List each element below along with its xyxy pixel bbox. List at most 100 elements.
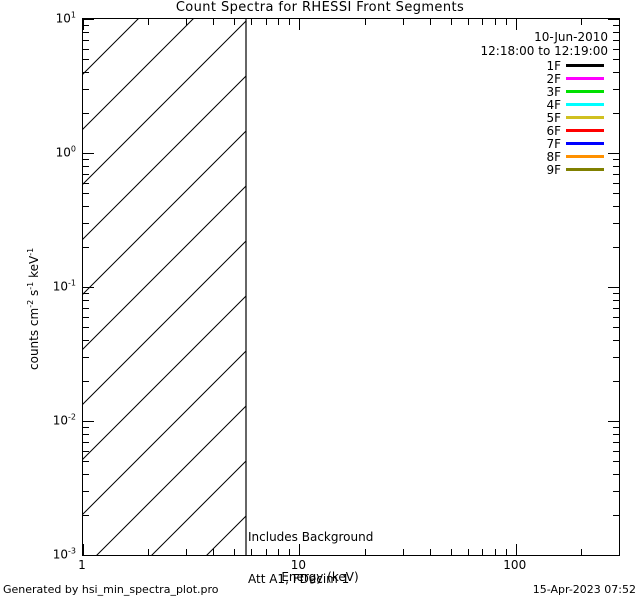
legend-color-swatch	[566, 77, 604, 80]
axis-tick	[83, 59, 89, 60]
axis-tick	[83, 89, 89, 90]
legend-item-label: 8F	[546, 149, 561, 164]
axis-tick	[83, 32, 89, 33]
axis-tick	[83, 461, 89, 462]
axis-tick	[83, 183, 89, 184]
axis-tick	[430, 549, 431, 555]
axis-tick	[608, 287, 619, 288]
axis-tick	[613, 72, 619, 73]
axis-tick	[83, 113, 89, 114]
axis-tick	[83, 474, 89, 475]
axis-tick	[613, 340, 619, 341]
axis-tick	[613, 442, 619, 443]
y-tick-label: 10-2	[52, 412, 76, 428]
hatched-region	[83, 19, 247, 555]
legend-color-swatch	[566, 116, 604, 119]
axis-tick	[613, 223, 619, 224]
axis-tick	[83, 515, 89, 516]
axis-tick	[613, 293, 619, 294]
axis-tick	[613, 183, 619, 184]
axis-tick	[251, 19, 252, 25]
axis-tick	[289, 549, 290, 555]
axis-tick	[613, 461, 619, 462]
legend-item-1f: 1F	[400, 58, 612, 73]
axis-tick	[365, 549, 366, 555]
y-tick-label: 100	[55, 144, 76, 160]
axis-tick	[148, 549, 149, 555]
axis-tick	[83, 193, 89, 194]
axis-tick	[266, 549, 267, 555]
axis-tick	[83, 19, 94, 20]
axis-tick	[506, 19, 507, 25]
axis-tick	[83, 434, 89, 435]
axis-tick	[581, 549, 582, 555]
axis-tick	[83, 287, 94, 288]
y-axis-title: counts cm-2 s-1 keV-1	[26, 247, 41, 370]
legend-color-swatch	[566, 103, 604, 106]
axis-tick	[451, 549, 452, 555]
annotation-line-background: Includes Background	[248, 530, 374, 544]
legend-item-label: 1F	[546, 58, 561, 73]
axis-tick	[506, 549, 507, 555]
axis-tick	[83, 25, 89, 26]
axis-tick	[299, 19, 300, 30]
axis-tick	[613, 49, 619, 50]
axis-tick	[289, 19, 290, 25]
legend-item-label: 7F	[546, 136, 561, 151]
legend-item-7f: 7F	[400, 136, 612, 151]
axis-tick	[83, 40, 89, 41]
axis-tick	[148, 19, 149, 25]
axis-tick	[234, 549, 235, 555]
axis-tick	[83, 491, 89, 492]
axis-tick	[613, 40, 619, 41]
legend-color-swatch	[566, 142, 604, 145]
axis-tick	[83, 327, 89, 328]
axis-tick	[83, 206, 89, 207]
axis-tick	[186, 549, 187, 555]
axis-tick	[83, 153, 94, 154]
axis-tick	[613, 174, 619, 175]
axis-tick	[608, 153, 619, 154]
legend-color-swatch	[566, 64, 604, 67]
axis-tick	[613, 193, 619, 194]
x-tick-label: 1	[78, 558, 86, 572]
axis-tick	[83, 19, 84, 30]
legend-time-range: 12:18:00 to 12:19:00	[480, 44, 608, 58]
axis-tick	[613, 491, 619, 492]
axis-tick	[482, 549, 483, 555]
axis-tick	[613, 434, 619, 435]
axis-tick	[613, 25, 619, 26]
legend-item-label: 9F	[546, 162, 561, 177]
axis-tick	[613, 451, 619, 452]
legend-item-9f: 9F	[400, 162, 612, 177]
axis-tick	[608, 19, 619, 20]
y-tick-label: 10-1	[52, 278, 76, 294]
axis-tick	[613, 89, 619, 90]
legend: 10-Jun-2010 12:18:00 to 12:19:00 1F 2F 3F 4…	[400, 30, 612, 177]
axis-tick	[613, 113, 619, 114]
axis-tick	[516, 544, 517, 555]
axis-tick	[186, 19, 187, 25]
legend-item-2f: 2F	[400, 71, 612, 86]
axis-tick	[299, 544, 300, 555]
footer-timestamp: 15-Apr-2023 07:52	[532, 583, 636, 596]
legend-item-label: 3F	[546, 84, 561, 99]
axis-tick	[83, 357, 89, 358]
legend-item-label: 5F	[546, 110, 561, 125]
axis-tick	[251, 549, 252, 555]
legend-color-swatch	[566, 155, 604, 158]
axis-tick	[608, 421, 619, 422]
axis-tick	[613, 474, 619, 475]
axis-tick	[234, 19, 235, 25]
legend-color-swatch	[566, 168, 604, 171]
axis-tick	[83, 427, 89, 428]
legend-entries: 1F 2F 3F 4F 5F 6F 7F 8F 9F	[400, 58, 612, 177]
axis-tick	[403, 19, 404, 25]
axis-tick	[278, 19, 279, 25]
axis-tick	[266, 19, 267, 25]
axis-tick	[468, 19, 469, 25]
axis-tick	[83, 544, 84, 555]
legend-item-label: 2F	[546, 71, 561, 86]
plot-canvas: Count Spectra for RHESSI Front Segments …	[3, 0, 636, 596]
axis-tick	[365, 19, 366, 25]
